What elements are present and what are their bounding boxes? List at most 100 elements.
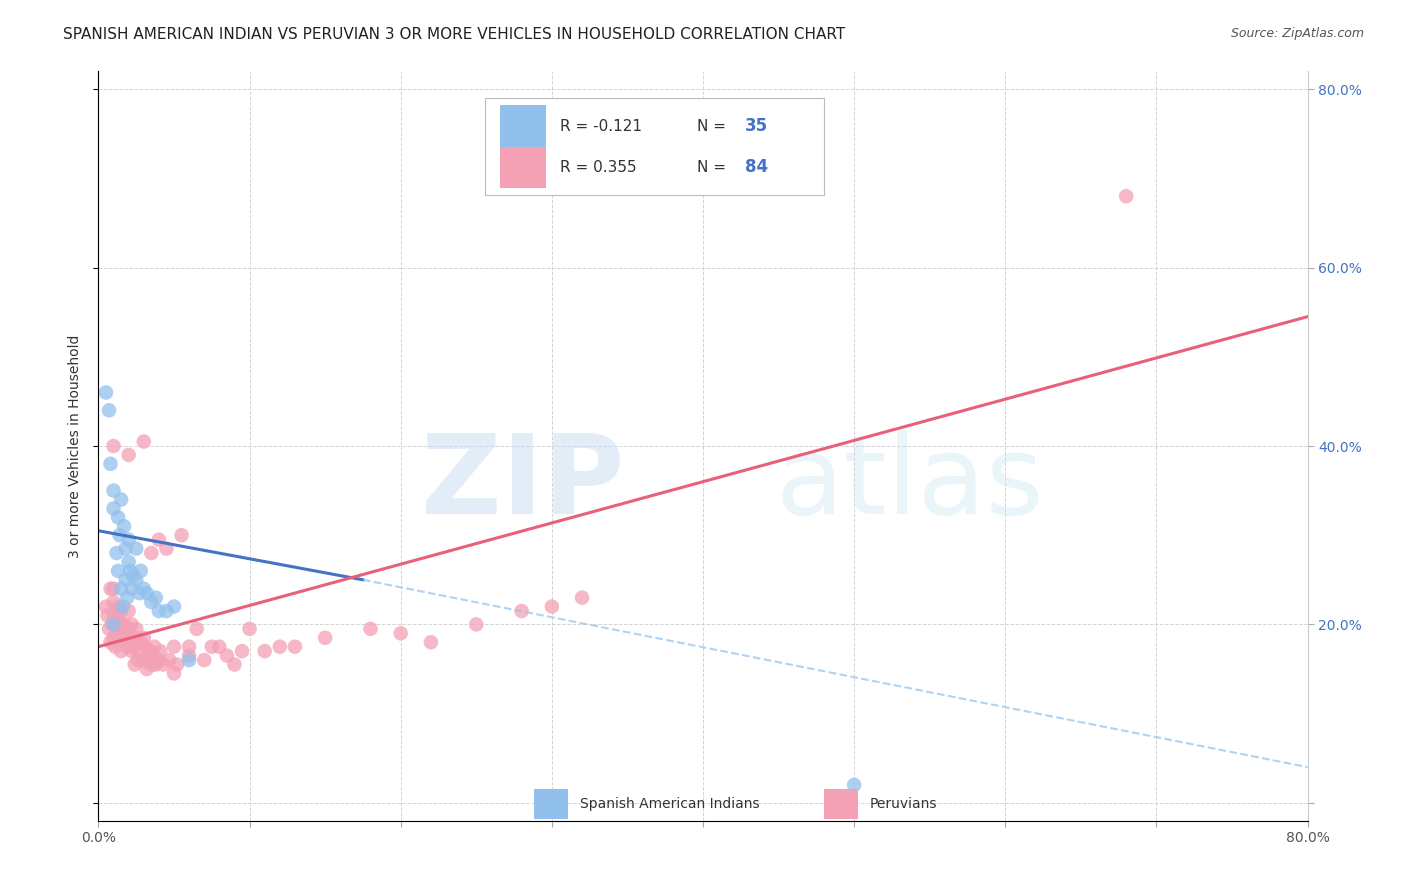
Point: [120, 564, 142, 578]
Point: [118, 448, 141, 462]
Point: [129, 635, 152, 649]
Point: [125, 573, 148, 587]
Point: [114, 573, 136, 587]
Point: [107, 613, 129, 627]
Point: [231, 644, 253, 658]
Point: [128, 586, 150, 600]
Point: [163, 640, 186, 654]
Point: [112, 617, 135, 632]
Point: [111, 626, 134, 640]
Point: [125, 631, 148, 645]
Point: [107, 599, 129, 614]
Point: [420, 635, 443, 649]
Point: [94, 385, 117, 400]
Point: [121, 617, 143, 632]
Point: [112, 519, 135, 533]
Point: [103, 608, 125, 623]
Point: [104, 640, 127, 654]
Point: [360, 622, 382, 636]
Point: [110, 582, 132, 596]
Point: [159, 653, 181, 667]
Point: [179, 653, 201, 667]
Text: R = -0.121: R = -0.121: [561, 119, 643, 134]
Point: [125, 541, 148, 556]
Point: [122, 640, 145, 654]
Point: [269, 640, 291, 654]
Point: [118, 533, 141, 547]
FancyBboxPatch shape: [485, 97, 824, 195]
Point: [105, 546, 128, 560]
Text: N =: N =: [697, 160, 731, 175]
Point: [110, 492, 132, 507]
Point: [215, 648, 238, 663]
Point: [148, 533, 170, 547]
Point: [179, 640, 201, 654]
Point: [134, 640, 156, 654]
FancyBboxPatch shape: [501, 146, 546, 188]
Point: [163, 666, 186, 681]
Text: Source: ZipAtlas.com: Source: ZipAtlas.com: [1230, 27, 1364, 40]
Point: [148, 604, 170, 618]
Point: [163, 599, 186, 614]
Point: [465, 617, 488, 632]
Point: [100, 582, 122, 596]
Point: [155, 541, 177, 556]
Point: [124, 657, 146, 672]
Point: [115, 591, 138, 605]
Point: [179, 648, 201, 663]
Point: [96, 608, 118, 623]
FancyBboxPatch shape: [534, 789, 568, 819]
Point: [115, 640, 138, 654]
Point: [103, 617, 125, 632]
Point: [114, 622, 136, 636]
Point: [108, 631, 131, 645]
Point: [110, 644, 132, 658]
Point: [148, 653, 170, 667]
Point: [166, 657, 188, 672]
Point: [193, 653, 215, 667]
Point: [118, 635, 141, 649]
Point: [100, 457, 122, 471]
Point: [118, 604, 141, 618]
Point: [111, 599, 134, 614]
Point: [105, 626, 128, 640]
Point: [121, 582, 143, 596]
Point: [141, 595, 163, 609]
Point: [118, 555, 141, 569]
Point: [104, 617, 127, 632]
Point: [98, 622, 121, 636]
Text: 35: 35: [745, 117, 769, 135]
Text: SPANISH AMERICAN INDIAN VS PERUVIAN 3 OR MORE VEHICLES IN HOUSEHOLD CORRELATION : SPANISH AMERICAN INDIAN VS PERUVIAN 3 OR…: [63, 27, 845, 42]
Point: [135, 662, 157, 676]
Point: [105, 604, 128, 618]
Point: [1115, 189, 1137, 203]
Point: [122, 568, 145, 582]
Point: [139, 644, 162, 658]
Point: [284, 640, 307, 654]
Point: [208, 640, 231, 654]
Point: [127, 653, 149, 667]
Point: [100, 635, 122, 649]
Point: [120, 631, 142, 645]
Point: [110, 617, 132, 632]
FancyBboxPatch shape: [501, 105, 546, 146]
Point: [107, 510, 129, 524]
Text: N =: N =: [697, 119, 731, 134]
Point: [239, 622, 262, 636]
Point: [94, 599, 117, 614]
Point: [145, 591, 167, 605]
Point: [132, 631, 155, 645]
Point: [253, 644, 276, 658]
Point: [103, 501, 125, 516]
Point: [118, 622, 141, 636]
Point: [108, 528, 131, 542]
Point: [510, 604, 533, 618]
Point: [103, 631, 125, 645]
Text: Spanish American Indians: Spanish American Indians: [579, 797, 759, 811]
Point: [540, 599, 562, 614]
Point: [103, 595, 125, 609]
Text: ZIP: ZIP: [420, 430, 624, 537]
Point: [107, 564, 129, 578]
Text: R = 0.355: R = 0.355: [561, 160, 637, 175]
Point: [201, 640, 224, 654]
